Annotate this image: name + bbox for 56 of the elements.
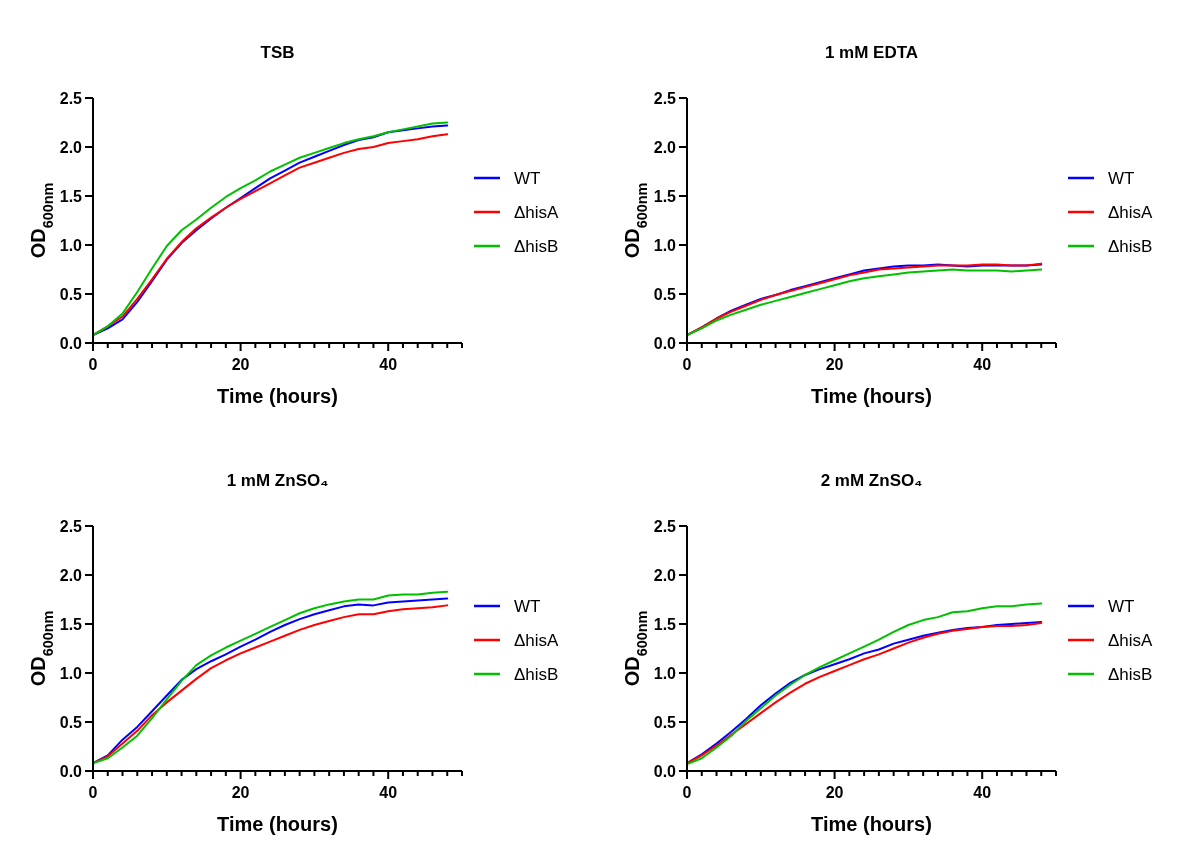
- legend-label: ΔhisB: [514, 665, 559, 684]
- chart-title: 2 mM ZnSO₄: [820, 471, 923, 490]
- y-tick-label: 2.5: [59, 90, 83, 107]
- y-tick-label: 0.5: [59, 286, 83, 303]
- legend-label: ΔhisA: [514, 203, 560, 222]
- y-tick-label: 2.5: [653, 518, 677, 535]
- x-tick-label: 40: [973, 356, 992, 373]
- x-tick-label: 0: [88, 784, 98, 801]
- y-tick-label: 1.0: [653, 665, 677, 682]
- y-tick-label: 2.0: [653, 139, 677, 156]
- x-tick-label: 20: [231, 784, 250, 801]
- legend-label: WT: [1108, 169, 1135, 188]
- y-tick-label: 0.5: [653, 286, 677, 303]
- x-axis-title: Time (hours): [811, 385, 932, 407]
- x-tick-label: 0: [88, 356, 98, 373]
- y-tick-label: 1.0: [59, 665, 83, 682]
- x-tick-label: 20: [825, 356, 844, 373]
- x-axis-title: Time (hours): [217, 385, 338, 407]
- legend-label: WT: [514, 169, 541, 188]
- chart-title: TSB: [260, 43, 295, 62]
- y-tick-label: 1.5: [59, 188, 83, 205]
- y-tick-label: 0.0: [653, 763, 677, 780]
- x-tick-label: 20: [231, 356, 250, 373]
- y-tick-label: 1.0: [59, 237, 83, 254]
- x-axis-title: Time (hours): [217, 813, 338, 835]
- y-tick-label: 0.5: [653, 714, 677, 731]
- legend-label: ΔhisA: [1108, 631, 1154, 650]
- x-tick-label: 40: [379, 784, 398, 801]
- legend-label: ΔhisB: [1108, 237, 1153, 256]
- y-tick-label: 2.5: [653, 90, 677, 107]
- x-tick-label: 40: [973, 784, 992, 801]
- y-tick-label: 0.5: [59, 714, 83, 731]
- y-tick-label: 2.0: [59, 139, 83, 156]
- x-tick-label: 20: [825, 784, 844, 801]
- legend-label: ΔhisA: [514, 631, 560, 650]
- y-tick-label: 1.0: [653, 237, 677, 254]
- y-tick-label: 2.0: [653, 567, 677, 584]
- x-axis-title: Time (hours): [811, 813, 932, 835]
- y-tick-label: 1.5: [653, 188, 677, 205]
- y-tick-label: 0.0: [653, 335, 677, 352]
- legend-label: ΔhisA: [1108, 203, 1154, 222]
- chart-title: 1 mM EDTA: [824, 43, 919, 62]
- legend-label: ΔhisB: [514, 237, 559, 256]
- legend-label: WT: [514, 597, 541, 616]
- legend-label: WT: [1108, 597, 1135, 616]
- y-tick-label: 2.5: [59, 518, 83, 535]
- y-tick-label: 1.5: [59, 616, 83, 633]
- x-tick-label: 0: [682, 784, 692, 801]
- y-tick-label: 1.5: [653, 616, 677, 633]
- x-tick-label: 40: [379, 356, 398, 373]
- x-tick-label: 0: [682, 356, 692, 373]
- y-tick-label: 2.0: [59, 567, 83, 584]
- legend-label: ΔhisB: [1108, 665, 1153, 684]
- y-tick-label: 0.0: [59, 763, 83, 780]
- y-tick-label: 0.0: [59, 335, 83, 352]
- chart-title: 1 mM ZnSO₄: [226, 471, 329, 490]
